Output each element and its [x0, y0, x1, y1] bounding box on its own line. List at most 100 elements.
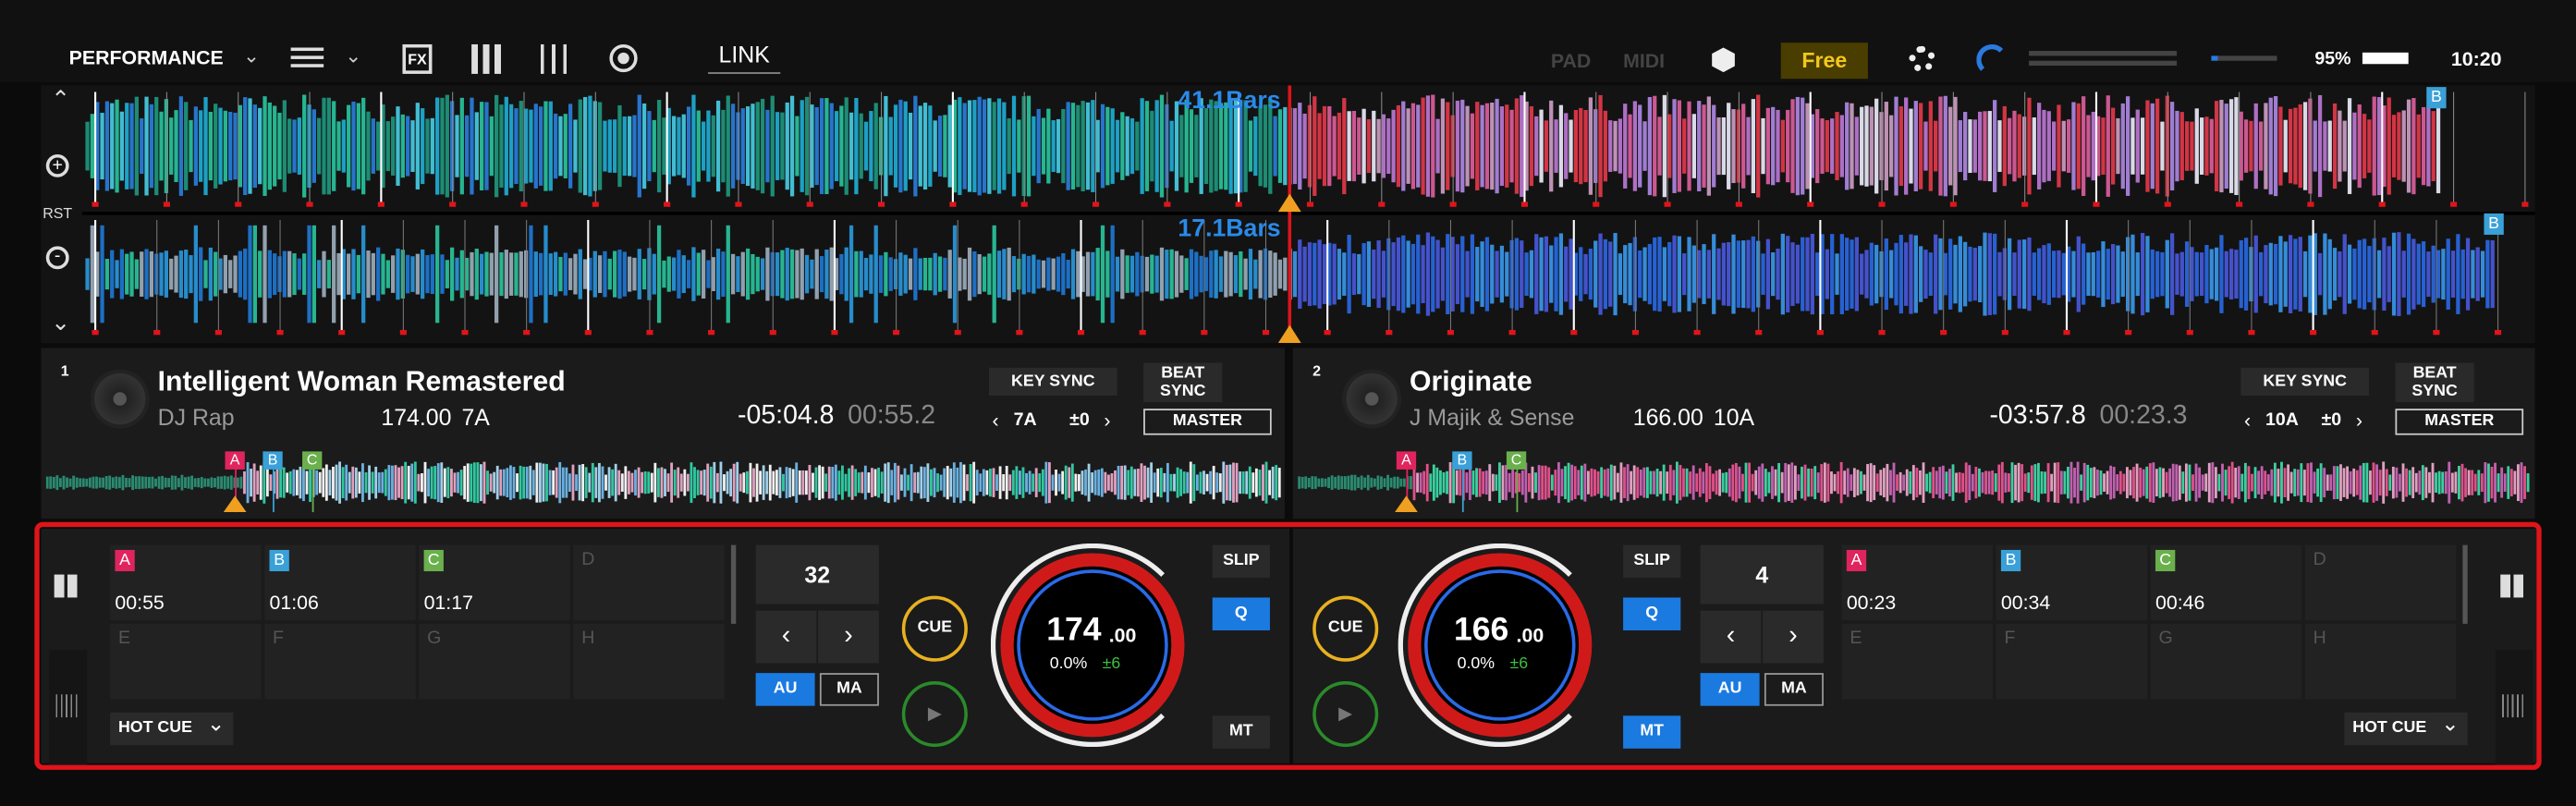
hot-cue-pad[interactable] [2304, 544, 2457, 621]
hot-cue-pad[interactable] [1996, 623, 2148, 700]
midi-tab[interactable]: MIDI [1623, 49, 1666, 73]
mixer-button[interactable] [540, 43, 570, 74]
zoom-in[interactable]: + [45, 153, 69, 177]
overview-bar [252, 463, 256, 502]
overview-bar [1166, 462, 1169, 503]
waveform-bar [2101, 117, 2106, 175]
overview-bar [1524, 462, 1528, 503]
loop-double[interactable]: › [1763, 610, 1824, 664]
fx-button[interactable]: FX [402, 43, 433, 74]
hot-cue-pad[interactable] [2150, 544, 2302, 621]
hot-cue-pad[interactable] [1841, 544, 1994, 621]
loop-size[interactable]: 4 [1700, 544, 1824, 604]
waveform-bar [2376, 97, 2382, 196]
overview-cue: A [225, 451, 245, 470]
beat-sync-button[interactable]: BEAT SYNC [1143, 362, 1223, 403]
overview-bar [525, 466, 529, 499]
hot-cue-select[interactable]: HOT CUE [110, 712, 234, 746]
master-tempo-button[interactable]: MT [1623, 715, 1681, 749]
overview-bar [1679, 465, 1682, 501]
master-button[interactable]: MASTER [1143, 409, 1272, 435]
overview-bar [1801, 466, 1803, 499]
hot-cue-pad[interactable] [419, 623, 570, 700]
hot-cue-pad[interactable] [1841, 623, 1994, 700]
master-button[interactable]: MASTER [2395, 409, 2524, 435]
overview-bar [2435, 472, 2437, 493]
chevron[interactable]: ⌄ [345, 43, 362, 67]
overview-bar [2500, 467, 2504, 498]
hot-cue-select[interactable]: HOT CUE [2344, 712, 2468, 746]
zoom-out[interactable]: - [45, 246, 69, 270]
key-up[interactable]: › [1104, 409, 1111, 433]
key-sync-button[interactable]: KEY SYNC [989, 367, 1117, 397]
manual-loop[interactable]: MA [819, 673, 879, 706]
loop-halve[interactable]: ‹ [755, 610, 817, 664]
quantize-button[interactable]: Q [1623, 597, 1681, 630]
hot-cue-pad[interactable] [1996, 544, 2148, 621]
overview-bar [2069, 461, 2073, 504]
overview-bar [939, 474, 943, 491]
scroll-down[interactable]: ⌄ [51, 308, 70, 336]
waveform-bar [2106, 249, 2110, 300]
jog-wheel[interactable] [1398, 543, 1602, 748]
waveform-bar [2145, 100, 2150, 192]
waveform-bar [1061, 252, 1066, 296]
chevron[interactable]: ⌄ [243, 43, 260, 67]
mode-select[interactable]: PERFORMANCE [68, 45, 224, 69]
auto-loop[interactable]: AU [1700, 673, 1760, 706]
slip-button[interactable]: SLIP [1212, 544, 1270, 579]
overview-bar [151, 476, 154, 489]
beat-sync-button[interactable]: BEAT SYNC [2395, 362, 2474, 403]
cue-button[interactable]: CUE [1312, 595, 1379, 662]
hot-cue-pad[interactable] [110, 623, 262, 700]
waveform-bar [1406, 108, 1410, 184]
key-down[interactable]: ‹ [992, 409, 999, 433]
hot-cue-pad[interactable] [2304, 623, 2457, 700]
waveform-bar [2017, 239, 2021, 309]
scroll-up[interactable]: ⌃ [51, 85, 70, 112]
overview-bar [736, 461, 739, 504]
grid-button[interactable] [471, 43, 502, 74]
pad-tab[interactable]: PAD [1550, 49, 1592, 73]
hot-cue-pad[interactable] [573, 623, 725, 700]
key-up[interactable]: › [2355, 409, 2362, 433]
cue-button[interactable]: CUE [901, 595, 968, 662]
waveform-bar [903, 101, 908, 191]
link-tab[interactable]: LINK [708, 41, 781, 74]
track-artist: J Majik & Sense [1410, 403, 1575, 431]
key-sync-button[interactable]: KEY SYNC [2240, 367, 2370, 397]
pad-mode-icon[interactable] [2500, 574, 2524, 598]
reset-zoom[interactable]: RST [43, 204, 73, 222]
loop-double[interactable]: › [818, 610, 879, 664]
settings-icon[interactable] [1909, 45, 1935, 73]
quantize-button[interactable]: Q [1212, 597, 1270, 630]
record-button[interactable] [609, 43, 638, 73]
hot-cue-pad[interactable] [2150, 623, 2302, 700]
loop-halve[interactable]: ‹ [1700, 610, 1762, 664]
overview-bar [709, 466, 713, 499]
play-button[interactable]: ▶ [901, 681, 968, 748]
hot-cue-pad[interactable] [264, 544, 416, 621]
overview-bar [529, 465, 532, 500]
manual-loop[interactable]: MA [1764, 673, 1824, 706]
layout-icon[interactable] [290, 47, 324, 67]
overview-bar [256, 470, 260, 495]
waveform-bar [1682, 118, 1687, 174]
hot-cue-pad[interactable] [573, 544, 725, 621]
slip-button[interactable]: SLIP [1623, 544, 1681, 579]
loop-size[interactable]: 32 [755, 544, 879, 604]
play-button[interactable]: ▶ [1312, 681, 1379, 748]
auto-loop[interactable]: AU [755, 673, 815, 706]
hot-cue-pad[interactable] [110, 544, 262, 621]
waveform-bar [1593, 240, 1598, 308]
waveform-bar [982, 99, 987, 193]
jog-wheel[interactable] [990, 543, 1195, 748]
pad-mode-icon[interactable] [54, 574, 78, 598]
key-down[interactable]: ‹ [2243, 409, 2252, 433]
hot-cue-pad[interactable] [419, 544, 570, 621]
free-badge[interactable]: Free [1780, 43, 1868, 79]
master-tempo-button[interactable]: MT [1212, 715, 1270, 749]
waveform-bar [2150, 103, 2155, 189]
waveform-bar [435, 225, 440, 324]
hot-cue-pad[interactable] [264, 623, 416, 700]
